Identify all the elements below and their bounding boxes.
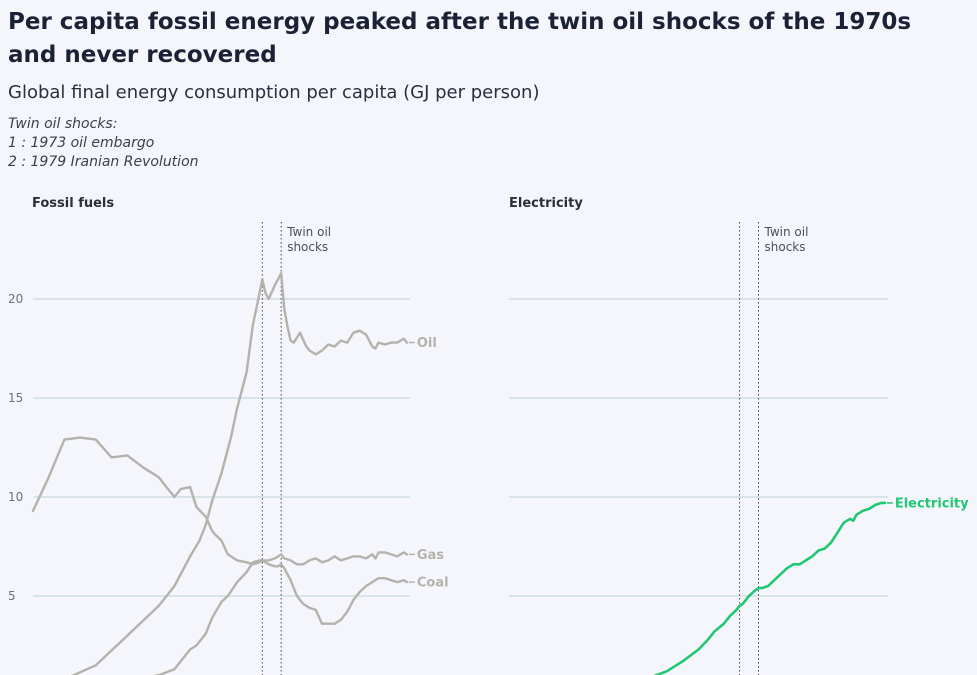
y-tick-label: 10 <box>8 490 23 504</box>
series-label-gas: Gas <box>417 548 444 563</box>
series-line-gas <box>153 551 409 675</box>
note-line-1: 1 : 1973 oil embargo <box>8 135 155 151</box>
chart-title: Per capita fossil energy peaked after th… <box>8 9 912 68</box>
series-line-electricity <box>653 501 887 675</box>
electricity-panel-title: Electricity <box>509 196 583 211</box>
shock-annotation-line: Twin oil <box>764 225 809 239</box>
shock-annotation-line: Twin oil <box>286 225 331 239</box>
fossil-fuels-panel-title: Fossil fuels <box>32 196 114 211</box>
y-tick-label: 15 <box>8 391 23 405</box>
series-label-oil: Oil <box>417 336 437 351</box>
shock-note: Twin oil shocks: 1 : 1973 oil embargo 2 … <box>8 115 199 172</box>
series-label-coal: Coal <box>417 576 449 591</box>
shock-annotation-line: shocks <box>287 240 328 254</box>
note-heading: Twin oil shocks: <box>8 116 118 132</box>
chart-subtitle: Global final energy consumption per capi… <box>8 82 540 103</box>
y-tick-label: 20 <box>8 292 23 306</box>
shock-annotation-line: shocks <box>765 240 806 254</box>
y-tick-label: 5 <box>8 589 16 603</box>
series-label-electricity: Electricity <box>895 496 969 511</box>
series-line-coal <box>31 436 409 625</box>
series-line-oil <box>70 272 409 675</box>
note-line-2: 2 : 1979 Iranian Revolution <box>8 154 199 170</box>
